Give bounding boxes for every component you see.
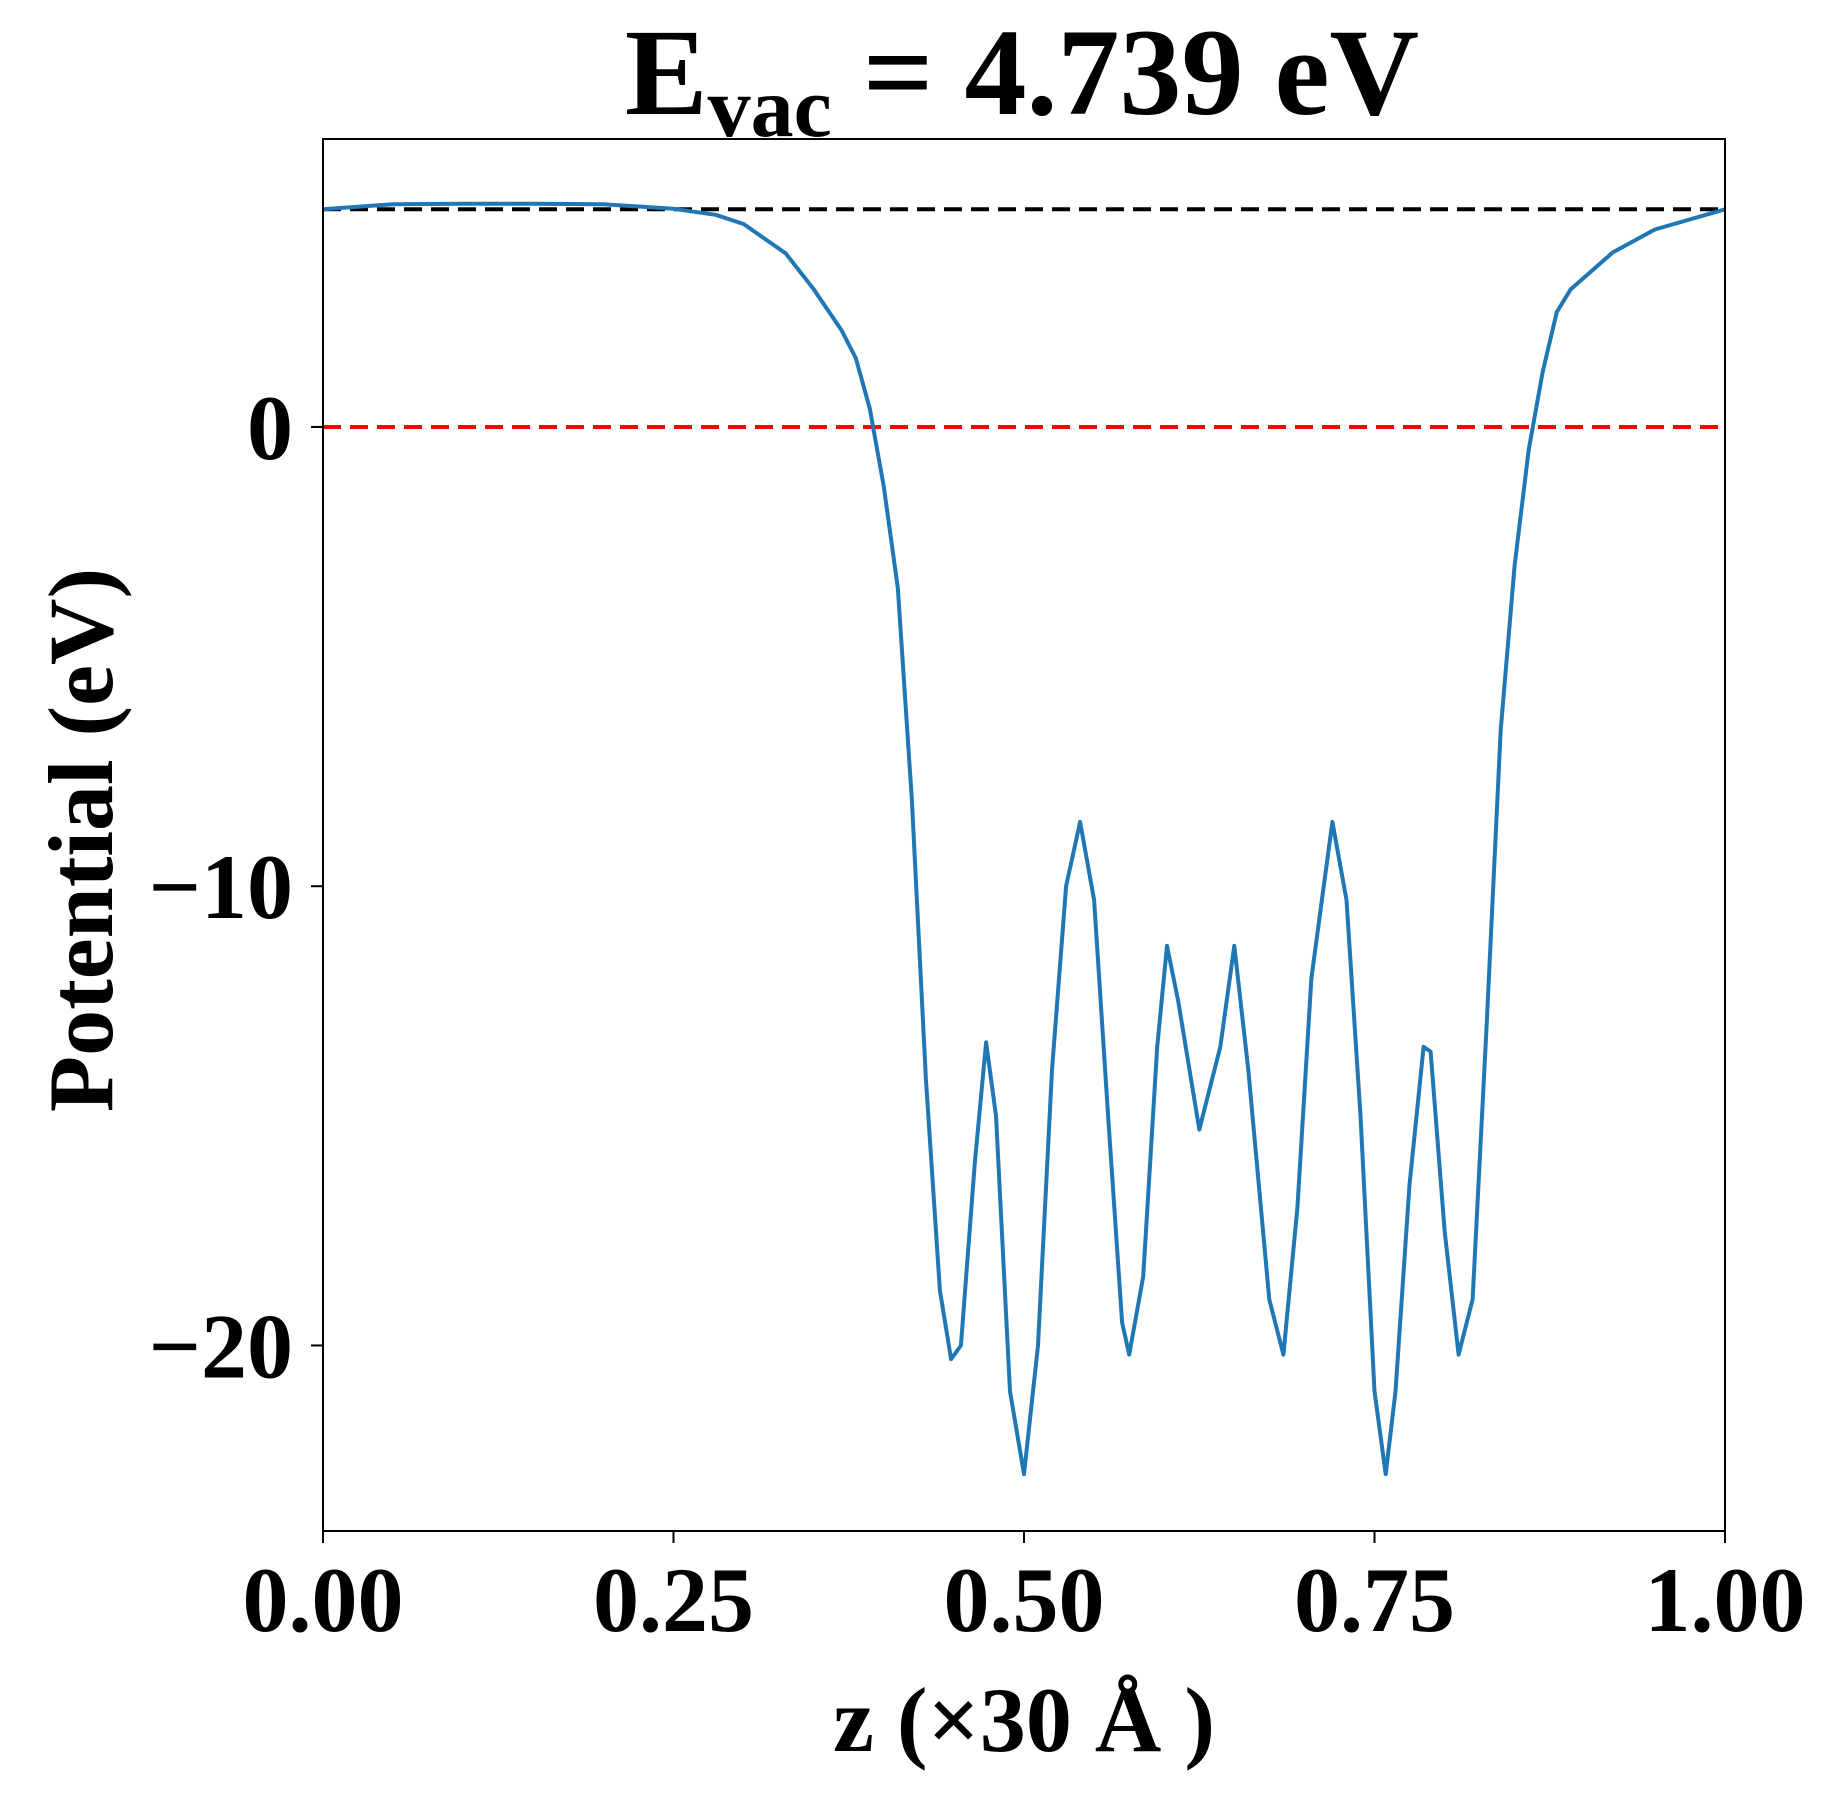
x-axis-label: z (×30 Å ) — [833, 1669, 1215, 1771]
chart-title: Evac = 4.739 eV — [625, 4, 1419, 155]
x-tick-label: 1.00 — [1645, 1549, 1806, 1651]
data-line — [322, 201, 1726, 1477]
x-tick-label: 0.50 — [944, 1549, 1105, 1651]
x-tick-label: 0.25 — [593, 1549, 754, 1651]
y-tick-label: −20 — [149, 1295, 293, 1397]
y-axis-label: Potential (eV) — [30, 568, 132, 1112]
title-main: E — [625, 4, 708, 141]
plot-frame — [322, 138, 1726, 1532]
y-tick-label: −10 — [149, 836, 293, 938]
title-subscript: vac — [708, 59, 832, 155]
x-tick-label: 0.75 — [1294, 1549, 1455, 1651]
y-tick-label: 0 — [247, 377, 293, 479]
x-tick-label: 0.00 — [243, 1549, 404, 1651]
title-rest: = 4.739 eV — [832, 4, 1419, 141]
